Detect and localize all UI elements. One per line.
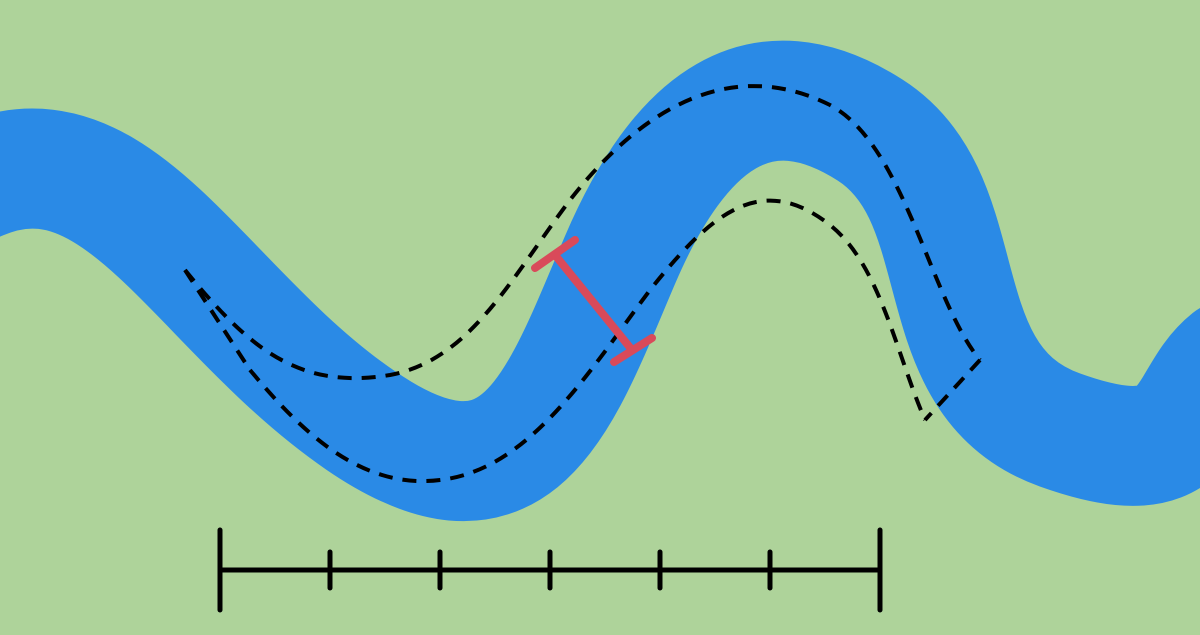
river-diagram (0, 0, 1200, 635)
